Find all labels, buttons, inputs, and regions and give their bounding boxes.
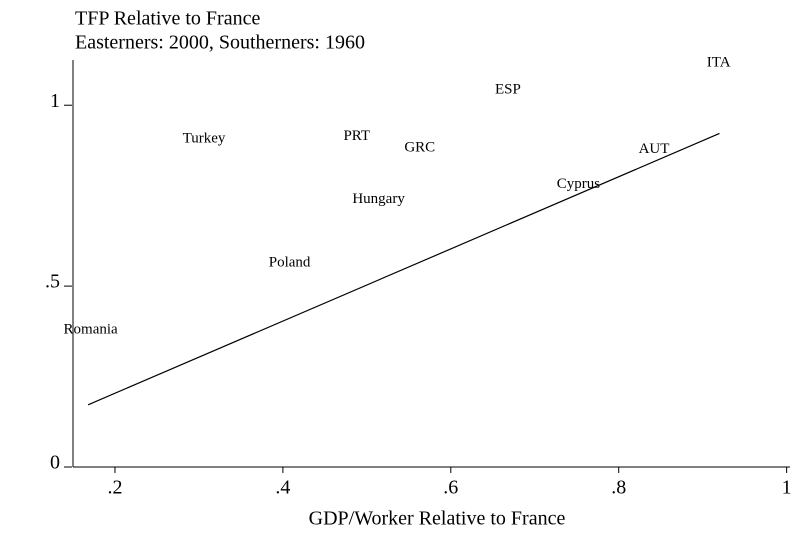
x-tick-label: .8 xyxy=(611,477,626,499)
point-label: Turkey xyxy=(183,131,226,147)
y-tick-label: 0 xyxy=(50,452,60,474)
x-tick-label: .4 xyxy=(275,477,290,499)
point-label: Cyprus xyxy=(557,176,601,192)
x-tick-label: .2 xyxy=(107,477,122,499)
point-label: ESP xyxy=(495,81,521,97)
point-label: Poland xyxy=(269,254,311,270)
point-label: GRC xyxy=(404,140,435,156)
x-axis-title: GDP/Worker Relative to France xyxy=(309,508,566,530)
chart-subtitle: Easterners: 2000, Southerners: 1960 xyxy=(75,32,365,54)
y-tick-label: 1 xyxy=(50,90,60,112)
x-tick-label: 1 xyxy=(782,477,792,499)
chart-title: TFP Relative to France xyxy=(75,8,260,30)
x-tick-label: .6 xyxy=(443,477,458,499)
point-label: PRT xyxy=(343,128,370,144)
y-tick-label: .5 xyxy=(45,271,60,293)
point-label: ITA xyxy=(707,54,731,70)
point-label: Romania xyxy=(64,322,118,338)
fit-line xyxy=(87,132,720,406)
point-label: AUT xyxy=(639,141,670,157)
point-label: Hungary xyxy=(352,191,405,207)
